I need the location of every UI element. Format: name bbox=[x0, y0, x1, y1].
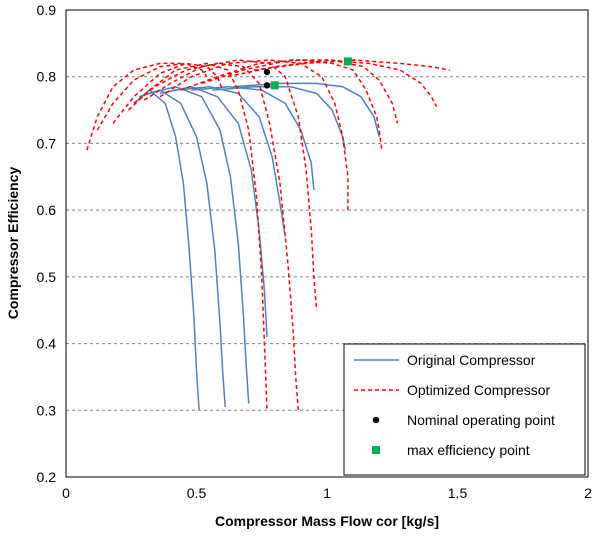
optimized-compressor-line bbox=[159, 59, 349, 211]
optimized-compressor-line bbox=[133, 62, 300, 411]
x-tick-label: 1.5 bbox=[448, 485, 468, 501]
legend: Original Compressor Optimized Compressor N… bbox=[343, 343, 586, 476]
legend-label: Optimized Compressor bbox=[407, 382, 550, 398]
y-tick-label: 0.5 bbox=[37, 269, 57, 285]
x-axis-title: Compressor Mass Flow cor [kg/s] bbox=[215, 513, 439, 529]
original-compressor-line bbox=[149, 85, 250, 404]
gridlines bbox=[66, 76, 588, 411]
max-efficiency-point bbox=[343, 57, 352, 66]
plot-area-border bbox=[65, 9, 589, 478]
tick-labels: 0.2 0.3 0.4 0.5 0.6 0.7 0.8 0.9 0 0.5 1 1.5 2 bbox=[37, 2, 592, 501]
original-compressor-line bbox=[232, 82, 380, 137]
optimized-compressor-line bbox=[86, 62, 181, 151]
y-tick-label: 0.2 bbox=[37, 469, 57, 485]
original-compressor-line bbox=[191, 85, 315, 191]
legend-swatch bbox=[372, 416, 380, 424]
optimized-compressor-line bbox=[253, 59, 450, 71]
y-tick-label: 0.8 bbox=[37, 69, 57, 85]
legend-label: Nominal operating point bbox=[407, 412, 555, 428]
markers-group bbox=[263, 57, 352, 90]
y-tick-label: 0.6 bbox=[37, 202, 57, 218]
x-tick-label: 0 bbox=[62, 485, 70, 501]
max-efficiency-point bbox=[270, 81, 279, 90]
legend-swatch bbox=[372, 446, 380, 454]
y-axis-title: Compressor Efficiency bbox=[5, 167, 21, 320]
x-tick-label: 1 bbox=[323, 485, 331, 501]
x-tick-label: 2 bbox=[584, 485, 592, 501]
y-tick-label: 0.3 bbox=[37, 402, 57, 418]
nominal-operating-point bbox=[263, 68, 271, 76]
original-compressor-line bbox=[175, 85, 286, 237]
legend-label: Original Compressor bbox=[407, 352, 536, 368]
y-tick-label: 0.9 bbox=[37, 2, 57, 18]
series-group bbox=[86, 59, 450, 411]
optimized-compressor-line bbox=[128, 62, 268, 411]
optimized-compressor-line bbox=[96, 62, 208, 131]
nominal-operating-point bbox=[263, 82, 271, 89]
original-compressor-line bbox=[138, 89, 226, 407]
optimized-compressor-line bbox=[143, 59, 318, 311]
legend-label: max efficiency point bbox=[407, 442, 530, 458]
x-tick-label: 0.5 bbox=[187, 485, 207, 501]
legend-box bbox=[343, 343, 586, 476]
y-tick-label: 0.4 bbox=[37, 336, 57, 352]
y-tick-label: 0.7 bbox=[37, 135, 57, 151]
original-compressor-line bbox=[133, 89, 200, 411]
